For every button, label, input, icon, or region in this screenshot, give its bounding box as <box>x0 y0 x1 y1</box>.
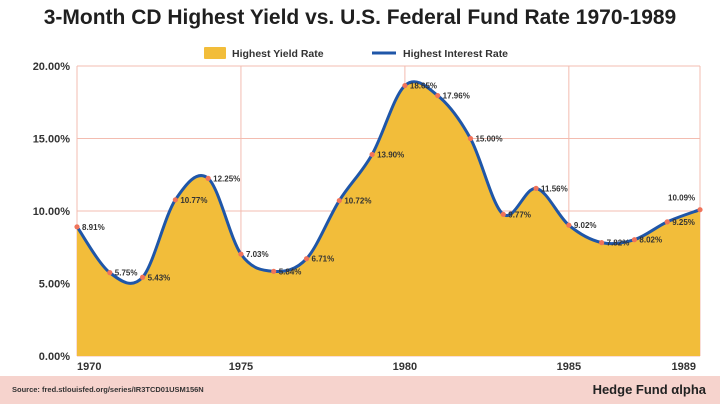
data-label: 9.77% <box>508 210 531 219</box>
legend: Highest Yield Rate Highest Interest Rate <box>204 47 508 60</box>
data-labels: 8.91% 5.75% 5.43% 10.77% 12.25% 7.03% 5.84% 6.7… <box>82 82 695 283</box>
chart-title: 3-Month CD Highest Yield vs. U.S. Federa… <box>43 6 677 29</box>
data-point <box>402 82 408 89</box>
chart-area: 8.91% 5.75% 5.43% 10.77% 12.25% 7.03% 5.84% 6.7… <box>33 47 703 373</box>
source-text: Source: fred.stlouisfed.org/series/IR3TC… <box>12 385 204 394</box>
data-label: 8.91% <box>82 223 105 232</box>
data-point <box>500 211 506 217</box>
data-point <box>697 207 703 213</box>
data-label: 10.09% <box>668 194 695 203</box>
data-label: 5.84% <box>279 267 302 276</box>
x-tick-label: 1970 <box>77 361 101 373</box>
x-tick-label: 1975 <box>229 361 253 373</box>
data-point <box>369 151 375 158</box>
data-markers <box>74 82 703 280</box>
data-point <box>139 274 146 280</box>
data-label: 18.65% <box>410 82 437 91</box>
data-point <box>271 268 277 274</box>
data-point <box>238 251 244 257</box>
legend-line-label: Highest Interest Rate <box>403 48 508 60</box>
legend-area-swatch <box>204 47 226 59</box>
x-tick-label: 1980 <box>393 361 417 373</box>
data-point <box>172 197 178 203</box>
data-point <box>435 92 441 99</box>
brand-logo: Hedge Fund αlpha <box>592 382 706 397</box>
data-label: 8.02% <box>639 236 662 245</box>
data-label: 13.90% <box>377 150 404 159</box>
data-label: 9.02% <box>574 221 597 230</box>
data-label: 17.96% <box>443 92 470 101</box>
data-point <box>205 175 211 181</box>
highest-yield-area <box>77 81 700 356</box>
data-label: 12.25% <box>213 174 240 183</box>
y-tick-label: 0.00% <box>39 351 70 363</box>
data-point <box>336 197 342 204</box>
data-point <box>107 270 113 276</box>
data-point <box>303 256 310 262</box>
x-tick-label: 1989 <box>672 361 696 373</box>
data-point <box>533 185 539 191</box>
data-label: 9.25% <box>672 218 695 227</box>
data-point <box>631 237 638 243</box>
data-point <box>467 135 474 142</box>
axis-ticks: 0.00% 5.00% 10.00% 15.00% 20.00% 1970 1975 1980… <box>33 61 696 373</box>
data-label: 5.43% <box>148 273 171 282</box>
y-tick-label: 20.00% <box>33 61 71 73</box>
data-label: 5.75% <box>115 269 138 278</box>
data-label: 7.82% <box>607 239 630 248</box>
y-tick-label: 5.00% <box>39 279 70 291</box>
data-label: 7.03% <box>246 250 269 259</box>
data-point <box>664 219 670 225</box>
data-label: 15.00% <box>475 135 502 144</box>
legend-area-label: Highest Yield Rate <box>232 48 324 60</box>
footer: Source: fred.stlouisfed.org/series/IR3TC… <box>0 376 720 404</box>
data-point <box>74 224 80 230</box>
y-tick-label: 10.00% <box>33 206 71 218</box>
x-tick-label: 1985 <box>557 361 581 373</box>
data-label: 11.56% <box>541 184 568 193</box>
data-label: 10.77% <box>180 196 207 205</box>
data-label: 6.71% <box>312 255 335 264</box>
data-point <box>599 240 605 246</box>
y-tick-label: 15.00% <box>33 134 71 146</box>
data-point <box>566 222 572 228</box>
data-label: 10.72% <box>344 197 371 206</box>
